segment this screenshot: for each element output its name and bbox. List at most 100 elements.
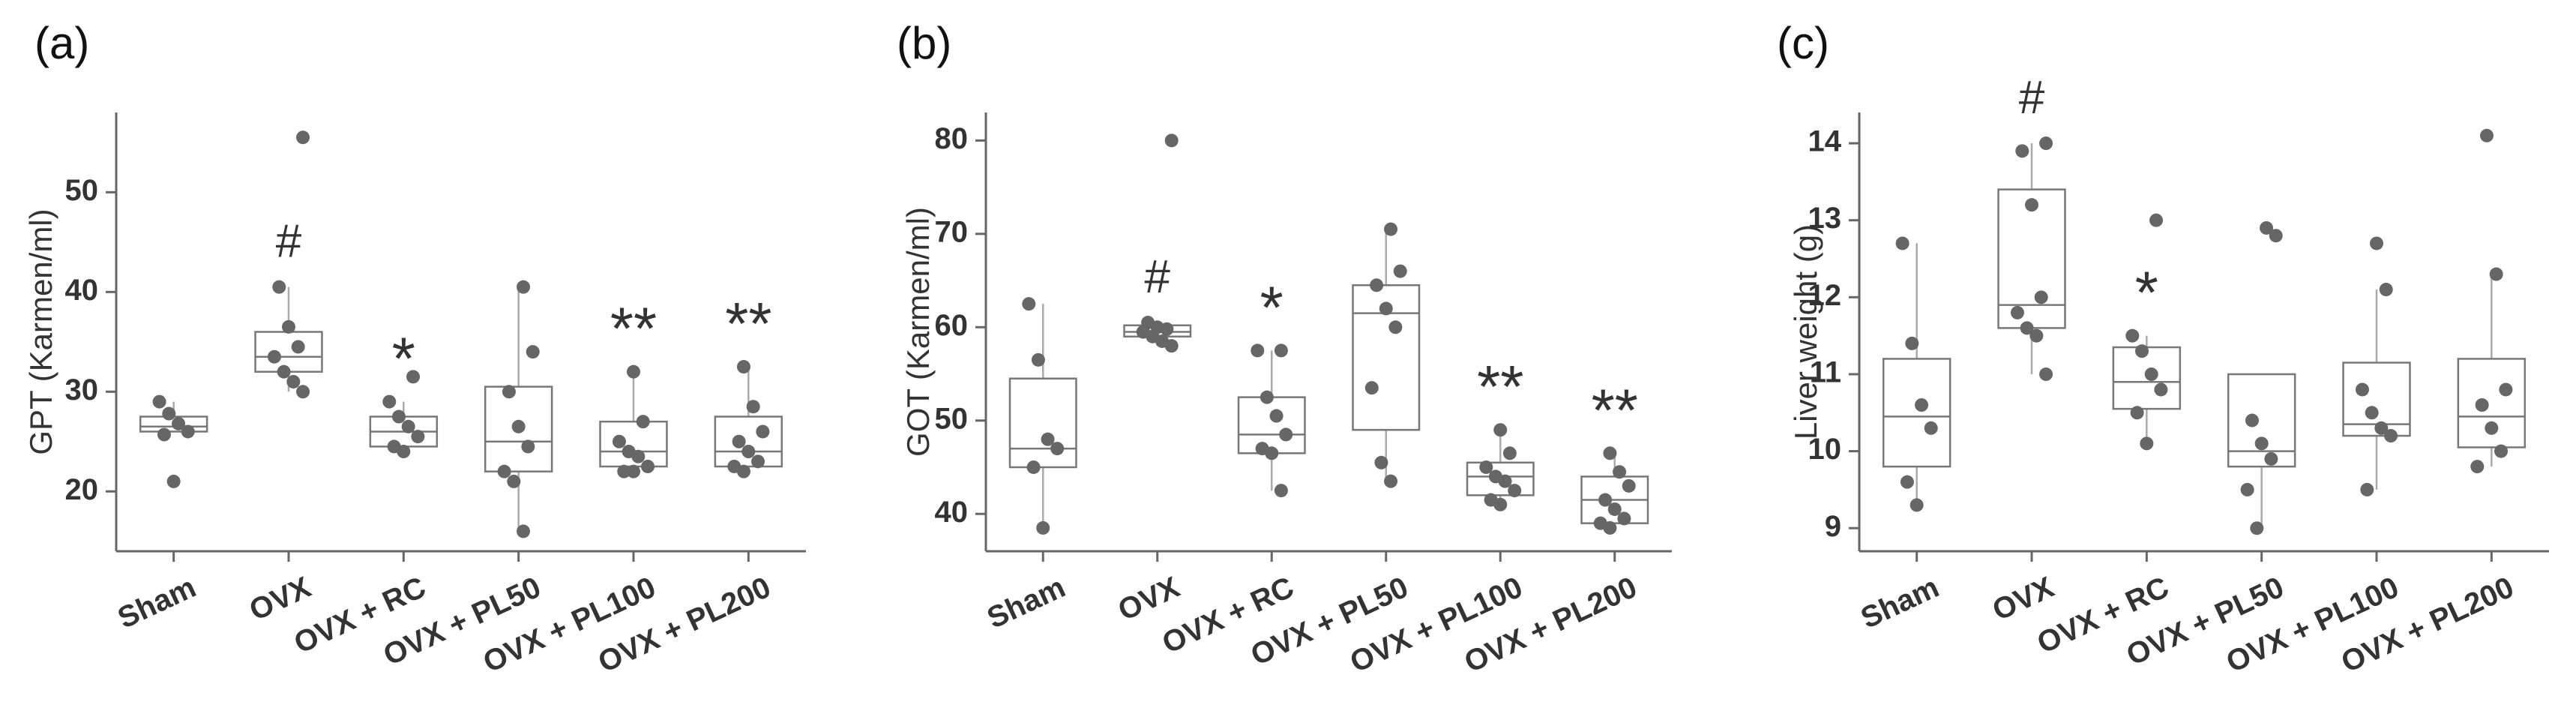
box-iqr: [2227, 373, 2296, 468]
data-point: [296, 130, 310, 145]
significance-mark: #: [1145, 251, 1171, 303]
data-point: [756, 424, 770, 439]
data-point: [627, 464, 640, 478]
data-point: [2029, 328, 2044, 343]
y-tick-label: 40: [935, 496, 969, 529]
data-point: [1251, 344, 1265, 358]
data-point: [2134, 344, 2149, 358]
data-point: [2485, 421, 2499, 435]
data-point: [2039, 367, 2053, 381]
y-tick-label: 13: [1808, 202, 1842, 235]
data-point: [617, 464, 631, 478]
y-tick-label: 80: [935, 122, 969, 155]
data-point: [2125, 328, 2140, 343]
data-point: [166, 474, 181, 488]
data-point: [152, 394, 166, 409]
data-point: [1036, 520, 1050, 535]
data-point: [521, 440, 535, 454]
data-point: [1274, 484, 1288, 498]
data-point: [1493, 423, 1508, 437]
data-point: [1260, 390, 1274, 404]
data-point: [1479, 460, 1493, 474]
data-point: [612, 434, 626, 448]
data-point: [2269, 229, 2283, 243]
data-point: [2264, 452, 2278, 466]
data-point: [1384, 474, 1398, 488]
data-point: [1393, 264, 1407, 278]
data-point: [526, 345, 540, 359]
data-point: [2355, 382, 2369, 397]
box-3: [2112, 213, 2182, 451]
data-point: [1374, 455, 1388, 470]
data-point: [1613, 465, 1627, 479]
box-2: [1123, 134, 1192, 353]
data-point: [1364, 381, 1379, 395]
data-point: [1164, 134, 1179, 148]
x-tick-label: Sham: [1856, 571, 1944, 635]
data-point: [751, 454, 765, 469]
data-point: [2039, 136, 2053, 151]
data-point: [636, 415, 650, 429]
data-point: [272, 280, 286, 294]
data-point: [641, 459, 655, 473]
panel-label: (b): [897, 18, 951, 68]
data-point: [736, 464, 750, 478]
data-point: [2374, 421, 2389, 435]
data-point: [1265, 446, 1279, 460]
data-point: [1924, 421, 1938, 435]
data-point: [172, 416, 186, 430]
x-tick-label: OVX: [244, 571, 316, 628]
data-point: [1910, 498, 1924, 512]
data-point: [1603, 520, 1617, 535]
data-point: [2140, 436, 2154, 451]
significance-mark: *: [2135, 260, 2158, 326]
data-point: [181, 424, 195, 439]
data-point: [411, 430, 425, 444]
data-point: [2020, 321, 2034, 335]
box-iqr: [1882, 358, 1951, 468]
data-point: [277, 364, 291, 379]
data-point: [1279, 428, 1293, 442]
box-iqr: [254, 331, 323, 373]
data-point: [391, 410, 406, 424]
data-point: [2025, 198, 2038, 212]
box-4: [2227, 220, 2296, 536]
data-point: [497, 464, 511, 478]
data-point: [1603, 446, 1617, 460]
data-point: [1622, 478, 1636, 493]
data-point: [517, 280, 531, 294]
data-point: [1384, 222, 1398, 236]
y-axis-title: GPT (Karmen/ml): [23, 208, 58, 454]
box-6: [714, 360, 783, 478]
y-tick-label: 10: [1808, 433, 1842, 466]
data-point: [736, 360, 750, 374]
data-point: [162, 406, 176, 421]
data-point: [2494, 444, 2509, 458]
significance-mark: *: [392, 326, 415, 392]
data-point: [507, 474, 521, 488]
data-point: [1274, 344, 1288, 358]
data-point: [296, 385, 310, 399]
data-point: [2489, 267, 2503, 281]
data-point: [2379, 283, 2393, 297]
data-point: [1269, 409, 1284, 423]
data-point: [1498, 474, 1512, 488]
data-point: [732, 434, 746, 448]
data-point: [1895, 236, 1910, 250]
box-4: [484, 280, 553, 538]
box-1: [139, 394, 208, 488]
data-point: [1379, 302, 1393, 316]
panel-label: (a): [34, 18, 89, 68]
data-point: [286, 374, 301, 388]
data-point: [401, 419, 415, 434]
data-point: [1617, 512, 1631, 526]
box-2: [1997, 136, 2066, 381]
data-point: [2360, 482, 2374, 496]
box-6: [1580, 446, 1649, 535]
data-point: [2370, 236, 2383, 250]
data-point: [291, 340, 305, 354]
